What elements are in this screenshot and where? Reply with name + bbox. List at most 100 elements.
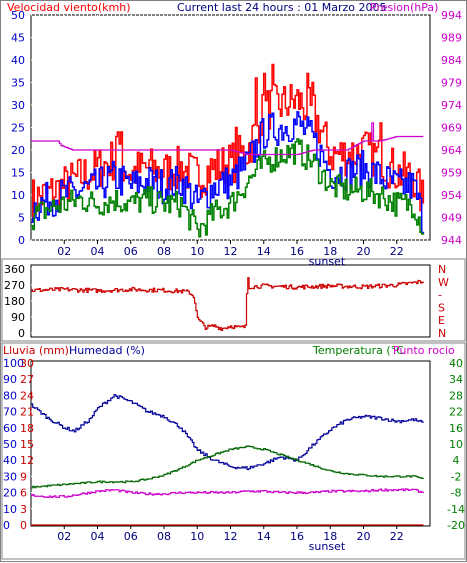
rain-label: Lluvia (mm) <box>3 344 69 357</box>
temp-y-tick-label: 4 <box>453 454 460 467</box>
wind-x-tick-label: 14 <box>257 245 271 258</box>
rain-y-tick-label: 24 <box>20 389 34 402</box>
wind-y-tick-label: 25 <box>11 122 25 135</box>
pressure-y-tick-label: 944 <box>441 234 462 247</box>
direction-y-tick-label: 0 <box>18 327 25 340</box>
rain-y-tick-label: 15 <box>20 438 34 451</box>
direction-series-direction <box>31 277 424 331</box>
wind-x-tick-label: 04 <box>91 245 105 258</box>
direction-y-tick-label: 90 <box>11 311 25 324</box>
wind-series-wind_green <box>31 138 425 238</box>
pressure-y-tick-label: 964 <box>441 144 462 157</box>
chart-title: Current last 24 hours : 01 Marzo 2005 <box>177 1 387 14</box>
dewpoint-label: Punto rocio <box>393 344 455 357</box>
weather-series-dewpoint <box>31 488 424 498</box>
weather-panel-border <box>1 342 466 560</box>
wind-x-tick-label: 22 <box>390 245 404 258</box>
weather-x-tick-label: 14 <box>257 530 271 543</box>
pressure-y-tick-label: 989 <box>441 32 462 45</box>
temperature-label: Temperatura (°C <box>312 344 404 357</box>
direction-compass-label: N <box>438 327 446 340</box>
pressure-y-tick-label: 949 <box>441 212 462 225</box>
pressure-y-tick-label: 954 <box>441 189 462 202</box>
temp-y-tick-label: -8 <box>451 487 462 500</box>
rain-y-tick-label: 27 <box>20 373 34 386</box>
humidity-y-tick-label: 60 <box>3 422 17 435</box>
weather-x-tick-label: 06 <box>124 530 138 543</box>
direction-compass-label: E <box>438 314 445 327</box>
temp-y-tick-label: 28 <box>449 389 463 402</box>
temp-y-tick-label: 10 <box>449 438 463 451</box>
wind-y-tick-label: 45 <box>11 32 25 45</box>
wind-x-tick-label: 10 <box>190 245 204 258</box>
humidity-y-tick-label: 10 <box>3 503 17 516</box>
rain-y-tick-label: 21 <box>20 406 34 419</box>
rain-y-tick-label: 12 <box>20 454 34 467</box>
wind-x-tick-label: 12 <box>224 245 238 258</box>
wind-x-tick-label: 20 <box>357 245 371 258</box>
temp-y-tick-label: -20 <box>447 519 465 532</box>
weather-x-tick-label: 10 <box>190 530 204 543</box>
humidity-y-tick-label: 100 <box>3 357 24 370</box>
wind-y-tick-label: 5 <box>18 212 25 225</box>
weather-sunset-label: sunset <box>309 540 346 553</box>
humidity-y-tick-label: 0 <box>3 519 10 532</box>
direction-compass-label: - <box>438 289 442 302</box>
temp-y-tick-label: 22 <box>449 406 463 419</box>
weather-x-tick-label: 20 <box>357 530 371 543</box>
pressure-y-tick-label: 974 <box>441 99 462 112</box>
direction-compass-label: W <box>438 276 449 289</box>
rain-y-tick-label: 18 <box>20 422 34 435</box>
temp-y-tick-label: -14 <box>447 503 465 516</box>
direction-y-tick-label: 360 <box>4 263 25 276</box>
wind-y-tick-label: 40 <box>11 54 25 67</box>
wind-x-tick-label: 06 <box>124 245 138 258</box>
wind-speed-label: Velocidad viento(kmh) <box>7 1 131 14</box>
wind-x-tick-label: 02 <box>57 245 71 258</box>
weather-x-tick-label: 08 <box>157 530 171 543</box>
weather-x-tick-label: 18 <box>323 530 337 543</box>
wind-y-tick-label: 30 <box>11 99 25 112</box>
rain-y-tick-label: 0 <box>20 519 27 532</box>
wind-x-tick-label: 16 <box>290 245 304 258</box>
pressure-y-tick-label: 959 <box>441 167 462 180</box>
direction-y-tick-label: 180 <box>4 295 25 308</box>
wind-series-wind_blue <box>31 111 425 234</box>
humidity-y-tick-label: 50 <box>3 438 17 451</box>
humidity-y-tick-label: 90 <box>3 373 17 386</box>
humidity-y-tick-label: 20 <box>3 487 17 500</box>
humidity-label: Humedad (%) <box>69 344 145 357</box>
sunset-label: sunset <box>309 255 346 268</box>
temp-y-tick-label: 34 <box>449 373 463 386</box>
pressure-y-tick-label: 969 <box>441 122 462 135</box>
direction-compass-label: S <box>438 301 445 314</box>
weather-x-tick-label: 04 <box>91 530 105 543</box>
rain-y-tick-label: 6 <box>20 487 27 500</box>
temp-y-tick-label: -2 <box>451 470 462 483</box>
rain-y-tick-label: 9 <box>20 470 27 483</box>
direction-y-tick-label: 270 <box>4 279 25 292</box>
wind-y-tick-label: 10 <box>11 189 25 202</box>
temp-y-tick-label: 16 <box>449 422 463 435</box>
direction-compass-label: N <box>438 263 446 276</box>
humidity-y-tick-label: 80 <box>3 389 17 402</box>
pressure-y-tick-label: 984 <box>441 54 462 67</box>
weather-series-temperature <box>31 445 424 489</box>
direction-panel-border <box>1 258 466 342</box>
wind-y-tick-label: 20 <box>11 144 25 157</box>
weather-series-humidity <box>31 394 424 471</box>
wind-y-tick-label: 35 <box>11 77 25 90</box>
rain-y-tick-label: 3 <box>20 503 27 516</box>
weather-x-tick-label: 16 <box>290 530 304 543</box>
humidity-y-tick-label: 70 <box>3 406 17 419</box>
pressure-y-tick-label: 994 <box>441 9 462 22</box>
humidity-y-tick-label: 40 <box>3 454 17 467</box>
weather-x-tick-label: 22 <box>390 530 404 543</box>
weather-x-tick-label: 02 <box>57 530 71 543</box>
rain-y-tick-label: 30 <box>20 357 34 370</box>
pressure-y-tick-label: 979 <box>441 77 462 90</box>
pressure-label: Presion(hPa) <box>370 1 438 14</box>
wind-series-pressure <box>31 122 424 156</box>
